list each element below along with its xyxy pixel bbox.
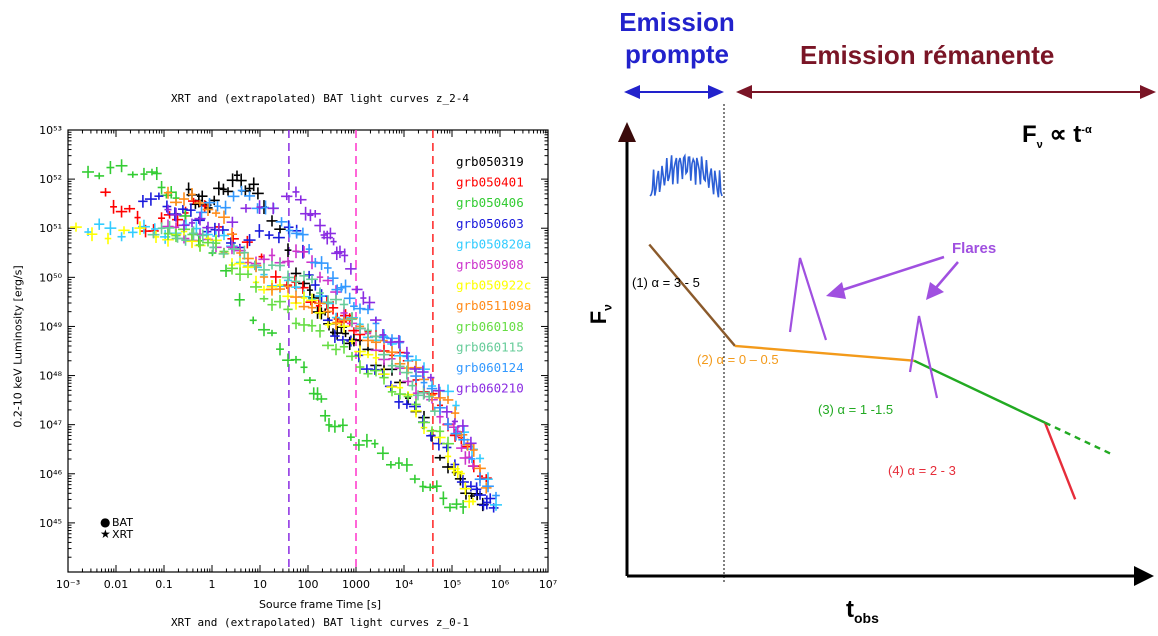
marker-legend-symbol-XRT: ★: [100, 527, 111, 541]
flare-arrow-1: [835, 255, 945, 294]
prompt-emission-curve: [649, 153, 723, 198]
legend-grb051109a: grb051109a: [456, 298, 531, 313]
segment-1-line: [648, 243, 736, 347]
y-tick-label: 10⁴⁹: [39, 320, 62, 333]
x-tick-label: 10⁷: [539, 578, 557, 591]
right-x-axis-arrowhead: [1134, 566, 1154, 586]
flare-arrow-1-head: [826, 282, 846, 299]
legend-grb050908: grb050908: [456, 257, 524, 272]
right-yaxis-sub: ν: [600, 304, 615, 311]
legend-grb060108: grb060108: [456, 319, 524, 334]
legend-grb050401: grb050401: [456, 175, 524, 190]
prompt-arrow-right-head: [708, 85, 724, 99]
y-tick-label: 10⁴⁷: [39, 419, 62, 432]
prompt-arrow-left-head: [624, 85, 640, 99]
right-xaxis-main: t: [846, 596, 854, 623]
right-yaxis-label: Fν: [586, 304, 614, 324]
powerlaw-f: F: [1022, 121, 1037, 148]
flare-arrow-2-head: [926, 282, 944, 300]
segment-2-label: (2) α = 0 – 0.5: [697, 352, 779, 367]
left-chart-title: XRT and (extrapolated) BAT light curves …: [170, 92, 469, 105]
legend-grb050922c: grb050922c: [456, 278, 531, 293]
legend-grb050820a: grb050820a: [456, 236, 531, 251]
left-chart-xlabel: Source frame Time [s]: [258, 598, 382, 611]
legend-grb050319: grb050319: [456, 154, 524, 169]
segment-4-label: (4) α = 2 - 3: [888, 463, 956, 478]
y-tick-label: 10⁴⁶: [39, 468, 62, 481]
x-tick-label: 1: [209, 578, 216, 591]
y-tick-label: 10⁵³: [39, 124, 62, 137]
afterglow-emission-label: Emission rémanente: [800, 40, 1055, 70]
legend-grb060210: grb060210: [456, 381, 524, 396]
powerlaw-formula: Fν ∝ t-α: [1022, 120, 1092, 151]
powerlaw-prop: ∝ t: [1042, 121, 1082, 148]
y-tick-label: 10⁴⁸: [39, 370, 62, 383]
marker-legend-label-BAT: BAT: [112, 516, 133, 529]
x-tick-label: 10⁴: [395, 578, 414, 591]
segment-3-dashed-extension: [1044, 421, 1115, 457]
y-tick-label: 10⁵¹: [39, 222, 62, 235]
x-tick-label: 10⁻³: [56, 578, 80, 591]
afterglow-arrow-left-head: [736, 85, 752, 99]
x-tick-label: 100: [298, 578, 319, 591]
x-tick-label: 1000: [342, 578, 370, 591]
flare-2: [908, 315, 939, 399]
right-y-axis-arrowhead: [618, 122, 636, 142]
segment-4-line: [1043, 422, 1077, 500]
segment-3-label: (3) α = 1 -1.5: [818, 402, 894, 417]
x-tick-label: 0.01: [104, 578, 129, 591]
marker-legend-symbol-BAT: ●: [100, 515, 110, 529]
legend-grb060115: grb060115: [456, 339, 524, 354]
y-tick-label: 10⁵²: [39, 173, 62, 186]
segment-1-label: (1) α = 3 - 5: [632, 275, 700, 290]
x-tick-label: 10: [253, 578, 267, 591]
afterglow-arrow-right-head: [1140, 85, 1156, 99]
right-xaxis-label: tobs: [846, 596, 879, 626]
legend-grb050406: grb050406: [456, 195, 524, 210]
powerlaw-alpha: -α: [1081, 124, 1092, 136]
powerlaw-nu: ν: [1036, 138, 1043, 151]
x-tick-label: 10⁶: [491, 578, 510, 591]
marker-legend-label-XRT: XRT: [112, 528, 133, 541]
y-tick-label: 10⁵⁰: [39, 271, 62, 284]
right-yaxis-main: F: [585, 310, 611, 325]
legend-grb060124: grb060124: [456, 360, 524, 375]
x-tick-label: 0.1: [155, 578, 173, 591]
left-chart-bottom-title: XRT and (extrapolated) BAT light curves …: [170, 616, 469, 629]
segment-3-line: [913, 359, 1046, 424]
y-tick-label: 10⁴⁵: [39, 517, 62, 530]
left-chart-ylabel: 0.2-10 keV Luminosity [erg/s]: [11, 265, 25, 428]
flare-arrow-2: [933, 261, 959, 291]
prompt-emission-label: Emission prompte: [619, 7, 735, 69]
flares-label: Flares: [952, 240, 997, 257]
x-tick-label: 10⁵: [443, 578, 461, 591]
right-xaxis-sub: obs: [854, 609, 879, 626]
legend-grb050603: grb050603: [456, 216, 524, 231]
flare-1: [788, 257, 828, 341]
segment-2-line: [734, 344, 915, 362]
